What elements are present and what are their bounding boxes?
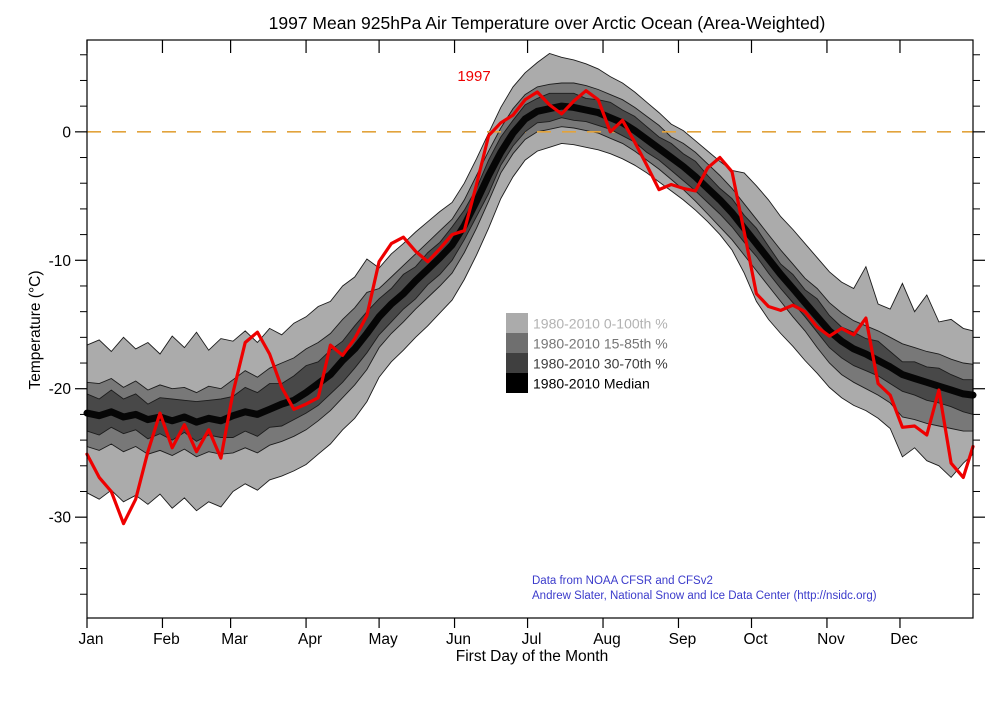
legend-label: 1980-2010 0-100th % xyxy=(533,316,668,332)
x-axis-label: First Day of the Month xyxy=(456,648,608,665)
line-1997 xyxy=(85,89,975,526)
y-tick-label: -30 xyxy=(49,510,72,527)
legend-swatch xyxy=(506,313,528,333)
x-tick-label: Nov xyxy=(817,631,845,648)
x-tick-label: Feb xyxy=(153,631,180,648)
legend-swatch xyxy=(506,353,528,373)
x-tick-label: Jan xyxy=(79,631,104,648)
x-tick-label: Mar xyxy=(221,631,248,648)
legend-swatch xyxy=(506,373,528,393)
median-line xyxy=(83,102,977,426)
percentile-bands xyxy=(86,53,974,512)
y-tick-label: -20 xyxy=(49,381,72,398)
x-tick-label: Oct xyxy=(743,631,768,648)
chart-title: 1997 Mean 925hPa Air Temperature over Ar… xyxy=(269,13,826,33)
legend: 1980-2010 0-100th % 1980-2010 15-85th % 19… xyxy=(506,313,668,393)
x-tick-label: Aug xyxy=(593,631,621,648)
x-tick-label: Sep xyxy=(669,631,697,648)
data-lines xyxy=(83,89,977,526)
x-tick-label: Jun xyxy=(446,631,471,648)
legend-label: 1980-2010 Median xyxy=(533,376,650,392)
x-tick-label: May xyxy=(368,631,398,648)
legend-swatch xyxy=(506,333,528,353)
y-tick-label: -10 xyxy=(49,253,72,270)
x-tick-label: Apr xyxy=(298,631,322,648)
credit-line-1: Data from NOAA CFSR and CFSv2 xyxy=(532,575,713,587)
legend-label: 1980-2010 15-85th % xyxy=(533,336,668,352)
series-1997-annotation: 1997 xyxy=(457,68,490,85)
y-tick-label: 0 xyxy=(62,124,71,141)
credit-line-2: Andrew Slater, National Snow and Ice Dat… xyxy=(532,590,877,602)
x-tick-label: Dec xyxy=(890,631,918,648)
x-tick-label: Jul xyxy=(522,631,542,648)
y-axis-label: Temperature (°C) xyxy=(27,270,44,389)
legend-label: 1980-2010 30-70th % xyxy=(533,356,668,372)
axes-and-ticks: 0 -10 -20 -30 Jan Feb Mar Apr May Jun Jul Aug Sep Oct… xyxy=(49,39,985,648)
plot-border xyxy=(86,39,974,619)
